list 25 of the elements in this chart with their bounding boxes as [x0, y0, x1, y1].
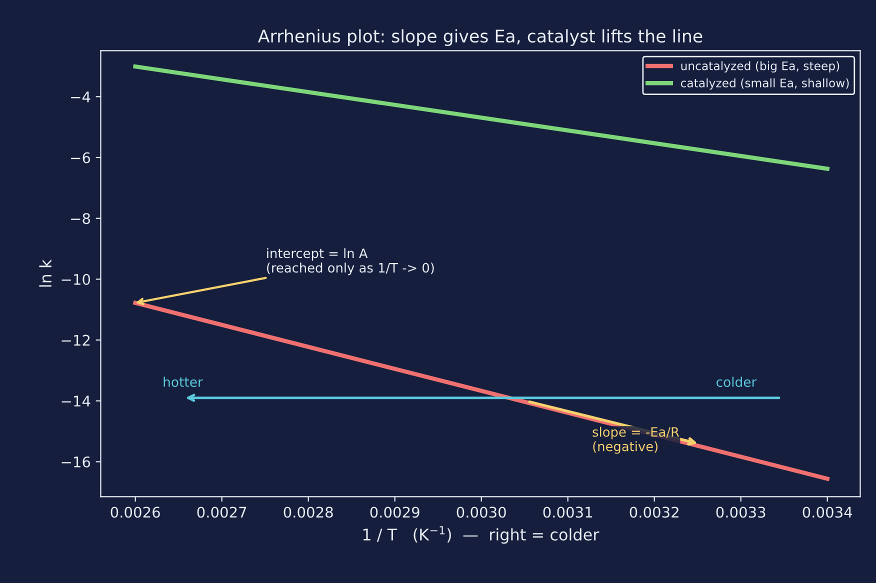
annotation: hotter — [164, 376, 203, 387]
y-tick-label: −16 — [62, 456, 90, 468]
x-tick-label: 0.0031 — [543, 506, 592, 518]
y-tick-label: −12 — [62, 334, 90, 346]
annotation: colder — [716, 376, 757, 387]
y-axis-title: ln k — [39, 259, 52, 287]
x-tick-label: 0.0033 — [716, 506, 766, 518]
y-tick-label: −10 — [62, 274, 90, 285]
x-tick-label: 0.0034 — [802, 506, 852, 518]
x-tick-label: 0.0028 — [284, 506, 333, 518]
x-tick-label: 0.0032 — [630, 506, 678, 518]
x-tick-label: 0.0029 — [370, 506, 420, 518]
y-tick-label: −14 — [62, 396, 90, 406]
annotation: intercept = ln A (reached only as 1/T -> 0) — [267, 248, 434, 276]
annotation: slope = -Ea/R (negative) — [592, 426, 680, 454]
legend-label: uncatalyzed (big Ea, steep) — [681, 61, 840, 73]
x-tick-label: 0.0026 — [110, 506, 160, 518]
chart-title: Arrhenius plot: slope gives Ea, catalyst lifts the line — [258, 29, 702, 46]
x-tick-label: 0.0030 — [456, 506, 506, 518]
y-tick-label: −6 — [71, 152, 90, 164]
x-axis-title: 1 / T (K$^{−1}$) — right = colder — [363, 526, 600, 544]
y-tick-label: −4 — [71, 92, 90, 102]
y-tick-label: −8 — [71, 213, 90, 224]
x-tick-label: 0.0027 — [197, 506, 246, 518]
legend-label: catalyzed (small Ea, shallow) — [680, 78, 849, 90]
